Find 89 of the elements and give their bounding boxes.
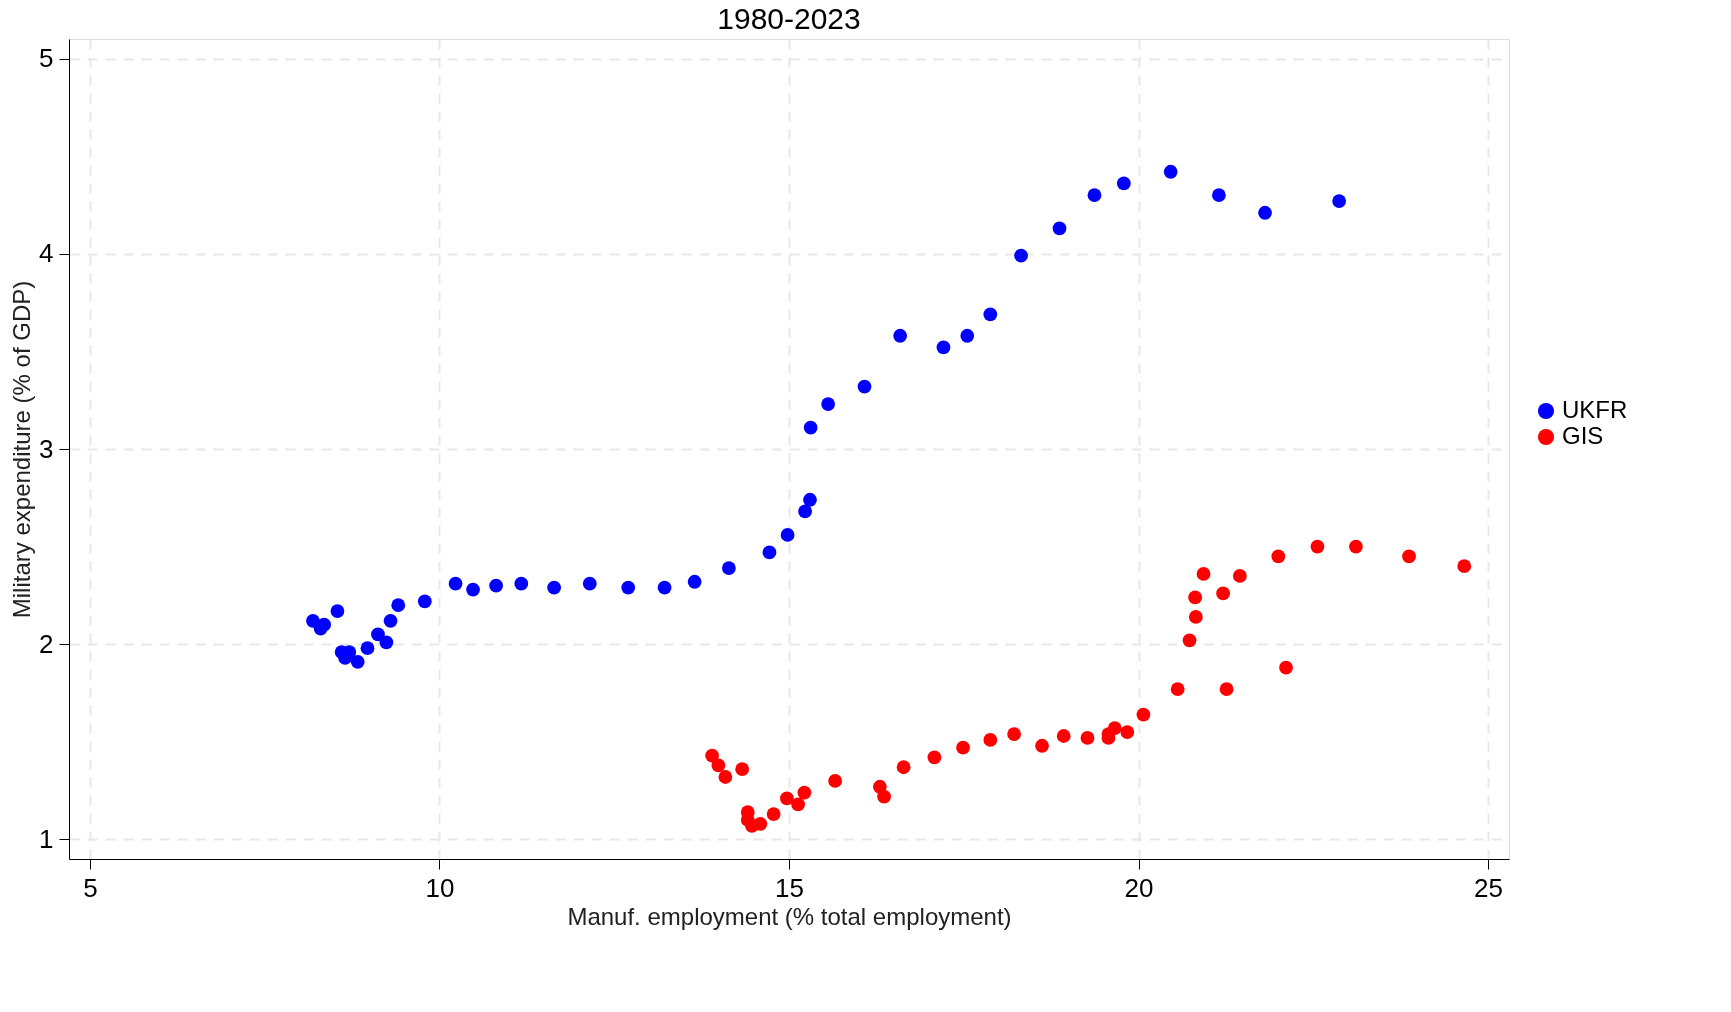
point xyxy=(1107,721,1122,736)
point xyxy=(1457,559,1472,574)
point xyxy=(780,791,794,806)
point xyxy=(657,580,672,595)
point xyxy=(1232,569,1247,583)
y-tick-label: 5 xyxy=(39,43,54,74)
point xyxy=(417,594,432,609)
point xyxy=(350,654,365,669)
point xyxy=(766,807,781,821)
y-tick-label: 4 xyxy=(39,238,54,269)
point xyxy=(1310,539,1325,554)
point xyxy=(803,492,817,507)
point xyxy=(391,598,406,613)
x-tick-label: 20 xyxy=(1124,872,1154,903)
point xyxy=(582,576,597,591)
point xyxy=(448,576,463,591)
point xyxy=(828,774,843,788)
point xyxy=(1188,590,1203,605)
point xyxy=(705,748,719,763)
point xyxy=(960,328,975,343)
point xyxy=(383,613,398,628)
point xyxy=(379,635,394,650)
point xyxy=(621,580,636,595)
x-tick-label: 25 xyxy=(1474,872,1503,903)
point xyxy=(896,760,911,775)
legend-label: UKFR xyxy=(1562,396,1628,423)
chart-title: 1980-2023 xyxy=(717,2,861,35)
point xyxy=(1258,205,1272,220)
point xyxy=(1035,738,1049,753)
point xyxy=(735,762,750,777)
point xyxy=(1212,188,1226,203)
point xyxy=(1120,725,1135,739)
point xyxy=(1279,660,1293,675)
point xyxy=(762,545,777,560)
point xyxy=(711,758,726,773)
x-axis-title: Manuf. employment (% total employment) xyxy=(567,902,1012,930)
point xyxy=(1163,164,1178,179)
legend-label: GIS xyxy=(1562,422,1604,449)
x-tick-label: 5 xyxy=(83,872,98,903)
point xyxy=(1402,549,1416,564)
point xyxy=(803,420,818,435)
point xyxy=(1136,707,1151,722)
point xyxy=(330,604,345,618)
point xyxy=(1052,221,1067,236)
point xyxy=(1080,731,1095,745)
point xyxy=(514,576,529,591)
point xyxy=(1056,729,1071,743)
point xyxy=(893,328,908,343)
point xyxy=(718,770,733,784)
y-tick-label: 2 xyxy=(39,628,54,659)
point xyxy=(798,504,812,519)
point xyxy=(821,397,836,411)
point xyxy=(753,816,768,831)
point xyxy=(1014,248,1028,263)
point xyxy=(466,582,480,597)
point xyxy=(317,617,332,632)
x-tick-label: 15 xyxy=(775,872,804,903)
point xyxy=(1007,727,1021,741)
point xyxy=(721,561,736,575)
point xyxy=(1116,176,1131,191)
point xyxy=(983,733,998,747)
point xyxy=(877,789,891,804)
point xyxy=(1087,188,1102,203)
point xyxy=(489,578,503,593)
point xyxy=(791,797,805,812)
point xyxy=(360,641,375,656)
x-tick-label: 10 xyxy=(425,872,455,903)
point xyxy=(1196,567,1211,581)
point xyxy=(1170,682,1185,697)
point xyxy=(1182,633,1197,648)
point xyxy=(687,574,702,589)
point xyxy=(547,580,562,595)
point xyxy=(1188,610,1203,624)
point xyxy=(1332,194,1347,208)
y-tick-label: 1 xyxy=(39,823,54,854)
point xyxy=(857,379,872,394)
point xyxy=(983,307,998,322)
point xyxy=(956,740,970,755)
point xyxy=(1349,539,1363,554)
point xyxy=(927,750,942,765)
point xyxy=(797,785,812,800)
point xyxy=(1219,682,1234,697)
point xyxy=(371,627,385,642)
y-axis-title: Military expenditure (% of GDP) xyxy=(8,280,36,619)
y-tick-label: 3 xyxy=(39,433,54,464)
point xyxy=(1216,586,1230,601)
point xyxy=(936,340,951,355)
point xyxy=(780,528,795,542)
point xyxy=(1271,549,1286,564)
